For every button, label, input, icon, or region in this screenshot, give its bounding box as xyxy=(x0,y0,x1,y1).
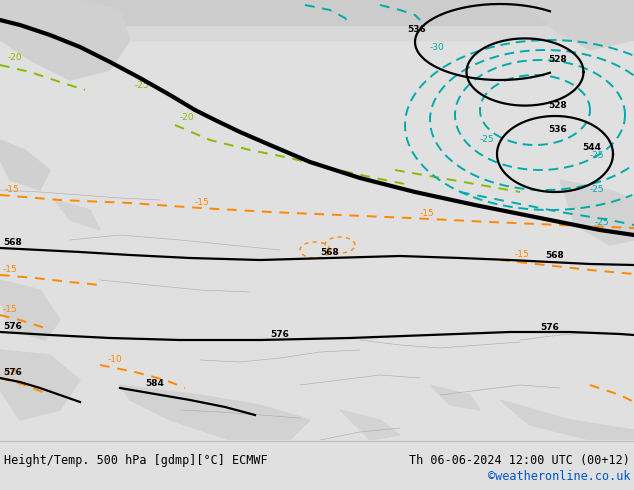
Text: -15: -15 xyxy=(3,265,18,274)
Polygon shape xyxy=(0,140,50,190)
Text: -20: -20 xyxy=(180,113,195,122)
Text: -25: -25 xyxy=(480,135,495,144)
Polygon shape xyxy=(55,200,100,230)
Polygon shape xyxy=(520,0,634,50)
Text: 528: 528 xyxy=(548,55,567,64)
Text: -25: -25 xyxy=(590,185,605,194)
Text: -25: -25 xyxy=(135,81,150,90)
Text: -15: -15 xyxy=(5,185,20,194)
Text: 568: 568 xyxy=(320,248,339,257)
Polygon shape xyxy=(0,0,130,80)
Polygon shape xyxy=(0,0,634,40)
Text: 568: 568 xyxy=(3,238,22,247)
Polygon shape xyxy=(120,385,310,440)
Text: 536: 536 xyxy=(407,25,426,34)
Text: -25: -25 xyxy=(590,151,605,160)
Text: -15: -15 xyxy=(515,250,530,259)
Text: -15: -15 xyxy=(3,305,18,314)
Polygon shape xyxy=(560,180,634,245)
Text: -30: -30 xyxy=(430,43,444,52)
Polygon shape xyxy=(430,385,480,410)
Polygon shape xyxy=(340,410,400,440)
Text: 576: 576 xyxy=(540,323,559,332)
Polygon shape xyxy=(0,280,60,340)
Text: 528: 528 xyxy=(548,101,567,110)
Text: Th 06-06-2024 12:00 UTC (00+12): Th 06-06-2024 12:00 UTC (00+12) xyxy=(409,454,630,467)
Text: -25: -25 xyxy=(595,218,610,227)
Text: ©weatheronline.co.uk: ©weatheronline.co.uk xyxy=(488,470,630,483)
Text: Height/Temp. 500 hPa [gdmp][°C] ECMWF: Height/Temp. 500 hPa [gdmp][°C] ECMWF xyxy=(4,454,268,467)
Text: -20: -20 xyxy=(8,53,23,62)
Text: -10: -10 xyxy=(108,355,123,364)
Text: 584: 584 xyxy=(145,379,164,388)
Polygon shape xyxy=(500,400,634,440)
Text: -10: -10 xyxy=(3,368,18,377)
Polygon shape xyxy=(0,350,80,420)
Text: 536: 536 xyxy=(548,125,567,134)
Text: -15: -15 xyxy=(420,209,435,218)
Text: 576: 576 xyxy=(270,330,289,339)
Polygon shape xyxy=(0,0,634,25)
Text: -15: -15 xyxy=(195,198,210,207)
Text: 576: 576 xyxy=(3,322,22,331)
Text: 544: 544 xyxy=(582,143,601,152)
Text: 576: 576 xyxy=(3,368,22,377)
Text: 568: 568 xyxy=(545,251,564,260)
